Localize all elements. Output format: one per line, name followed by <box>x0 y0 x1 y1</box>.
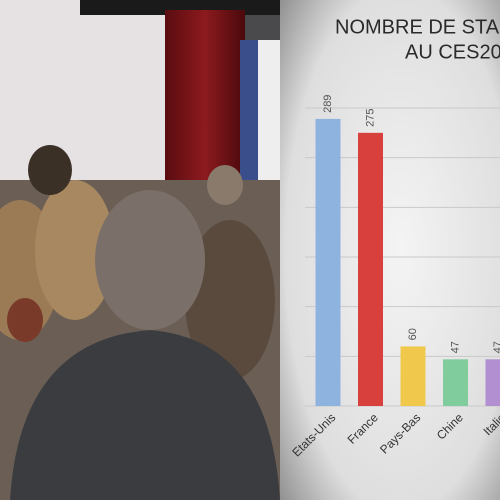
value-label: 47 <box>492 341 500 353</box>
bar <box>358 132 383 407</box>
bar <box>485 359 500 406</box>
value-label: 289 <box>322 95 334 113</box>
value-label: 47 <box>449 341 461 353</box>
bar <box>400 346 426 406</box>
value-label: 60 <box>407 328 419 340</box>
chart-title: NOMBRE DE STAR <box>335 16 500 38</box>
photo <box>0 0 280 500</box>
chart-title: AU CES20 <box>405 41 500 63</box>
bar <box>315 118 341 406</box>
value-label: 275 <box>364 108 376 126</box>
bar <box>443 359 468 406</box>
